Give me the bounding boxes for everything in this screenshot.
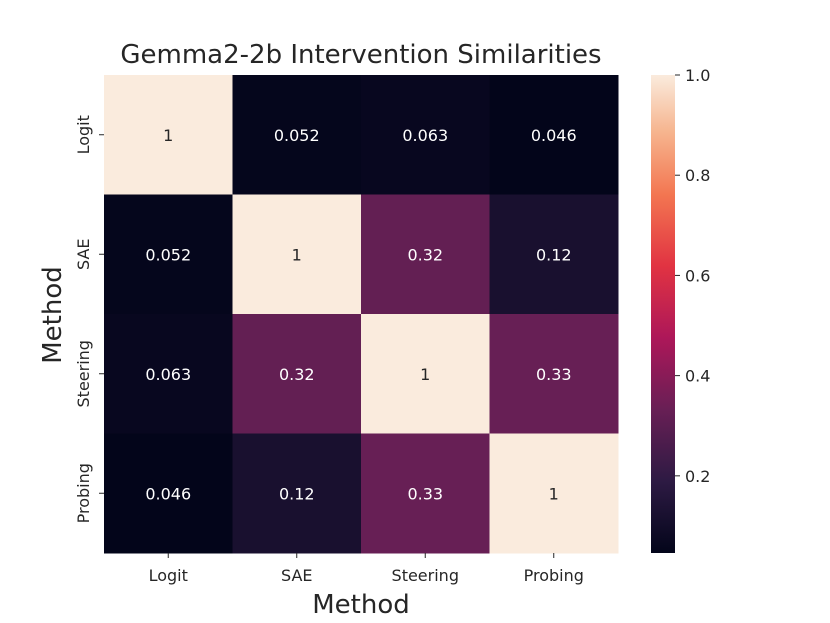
x-axis-label: Method (312, 590, 410, 620)
colorbar (651, 75, 675, 553)
heatmap-cell (232, 433, 362, 554)
heatmap-cell (232, 75, 362, 195)
cell-value-label: 0.12 (279, 484, 315, 503)
y-tick-label: Probing (74, 463, 93, 523)
cell-value-label: 0.052 (145, 245, 191, 264)
cell-value-label: 0.33 (536, 365, 572, 384)
chart-title: Gemma2-2b Intervention Similarities (120, 40, 601, 70)
cell-value-label: 1 (292, 245, 302, 264)
cell-value-label: 0.046 (145, 484, 191, 503)
colorbar-tick-label: 0.6 (685, 266, 710, 285)
y-tick-label: Steering (74, 340, 93, 407)
heatmap-cell (489, 433, 619, 554)
x-axis-ticks: Logit SAE Steering Probing (149, 553, 584, 585)
cell-value-label: 0.052 (274, 126, 320, 145)
cell-value-label: 0.32 (407, 245, 443, 264)
heatmap-cell (361, 75, 490, 195)
cell-value-label: 0.33 (407, 484, 443, 503)
heatmap-cell (104, 75, 233, 195)
cell-value-label: 0.32 (279, 365, 315, 384)
colorbar-tick-label: 0.8 (685, 166, 710, 185)
heatmap-cell (361, 314, 490, 434)
x-tick-label: Steering (392, 566, 459, 585)
x-tick-label: SAE (281, 566, 313, 585)
cell-value-label: 0.063 (402, 126, 448, 145)
heatmap-cell (489, 194, 619, 315)
heatmap-cell (361, 433, 490, 554)
cell-value-label: 0.12 (536, 245, 572, 264)
y-tick-label: Logit (74, 115, 93, 154)
colorbar-tick-label: 1.0 (685, 66, 710, 85)
cell-value-label: 0.063 (145, 365, 191, 384)
heatmap-cell (104, 194, 233, 315)
colorbar-tick-label: 0.4 (685, 367, 710, 386)
heatmap-cell (232, 194, 362, 315)
heatmap-cell (104, 314, 233, 434)
cell-value-label: 0.046 (531, 126, 577, 145)
colorbar-tick-label: 0.2 (685, 467, 710, 486)
heatmap-cell (361, 194, 490, 315)
x-tick-label: Logit (149, 566, 188, 585)
colorbar-ticks: 0.2 0.4 0.6 0.8 1.0 (675, 66, 710, 486)
heatmap-cell (104, 433, 233, 554)
heatmap-cells: 1 0.052 0.063 0.046 0.052 1 0.32 0.12 0.063 0.32 1… (104, 75, 619, 554)
y-axis-label: Method (38, 266, 68, 364)
x-tick-label: Probing (524, 566, 584, 585)
heatmap-cell (489, 75, 619, 195)
cell-value-label: 1 (163, 126, 173, 145)
heatmap-cell (489, 314, 619, 434)
y-axis-ticks: Logit SAE Steering Probing (74, 115, 104, 523)
cell-value-label: 1 (420, 365, 430, 384)
heatmap-cell (232, 314, 362, 434)
cell-value-label: 1 (549, 484, 559, 503)
y-tick-label: SAE (74, 238, 93, 270)
